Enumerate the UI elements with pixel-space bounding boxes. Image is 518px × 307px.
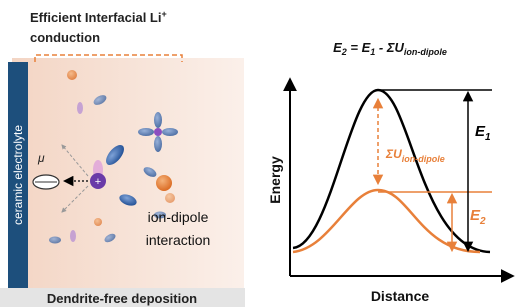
equation: E2 = E1 - ΣUion-dipole: [333, 40, 447, 57]
eq-part: - ΣU: [375, 40, 404, 55]
interaction-label-2: interaction: [146, 232, 211, 248]
e2-label: E2: [470, 207, 486, 227]
bottom-label: Dendrite-free deposition: [47, 291, 197, 306]
interaction-label: ion-dipole: [148, 209, 209, 225]
title-text: Efficient Interfacial Li: [30, 10, 161, 25]
title-sup: +: [161, 9, 166, 19]
figure: ceramic electrolyte Efficient Interfacia…: [0, 0, 518, 307]
barrier-sub: ion-dipole: [402, 154, 445, 164]
x-axis-label: Distance: [371, 288, 430, 304]
barrier-label: ΣUion-dipole: [385, 147, 445, 164]
left-title-2: conduction: [30, 30, 100, 45]
barrier-main: ΣU: [385, 147, 402, 161]
e1-sub: 1: [485, 132, 491, 143]
uncatalyzed-curve: [293, 90, 490, 252]
panel-background: [12, 58, 244, 288]
y-axis-label: Energy: [267, 156, 283, 204]
e2-sub: 2: [479, 216, 486, 227]
dipole-symbol: μ: [37, 151, 45, 165]
eq-sub: ion-dipole: [404, 47, 447, 57]
left-title: Efficient Interfacial Li+: [30, 9, 167, 25]
ion-charge: +: [95, 176, 101, 188]
eq-part: E: [333, 40, 342, 55]
e1-label: E1: [475, 123, 491, 143]
electrolyte-label: ceramic electrolyte: [11, 125, 25, 225]
eq-part: = E: [347, 40, 371, 55]
